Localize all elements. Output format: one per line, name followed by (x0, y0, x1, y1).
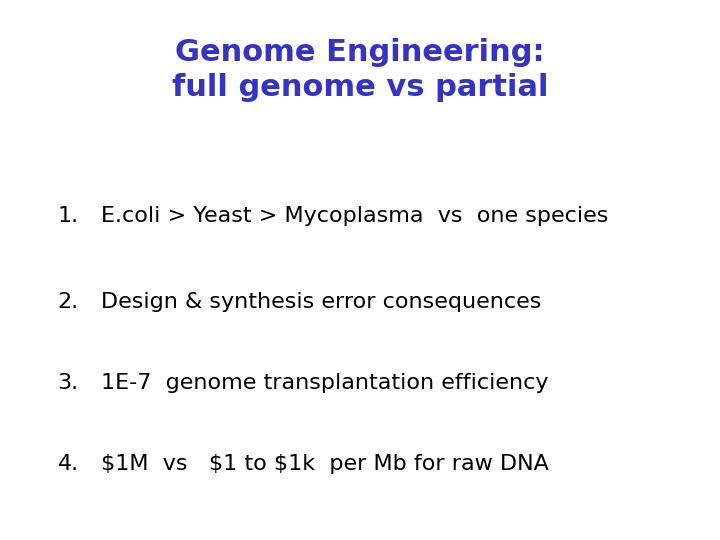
Text: Design & synthesis error consequences: Design & synthesis error consequences (101, 292, 541, 313)
Text: 4.: 4. (58, 454, 78, 475)
Text: 1E-7  genome transplantation efficiency: 1E-7 genome transplantation efficiency (101, 373, 549, 394)
Text: Genome Engineering:
full genome vs partial: Genome Engineering: full genome vs parti… (172, 38, 548, 102)
Text: $1M  vs   $1 to $1k  per Mb for raw DNA: $1M vs $1 to $1k per Mb for raw DNA (101, 454, 549, 475)
Text: E.coli > Yeast > Mycoplasma  vs  one species: E.coli > Yeast > Mycoplasma vs one speci… (101, 206, 608, 226)
Text: 1.: 1. (58, 206, 78, 226)
Text: 3.: 3. (58, 373, 78, 394)
Text: 2.: 2. (58, 292, 78, 313)
